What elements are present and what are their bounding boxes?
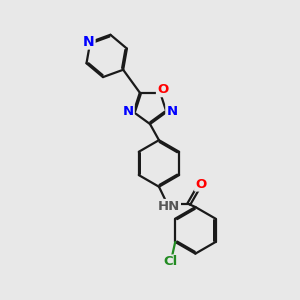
Text: HN: HN <box>158 200 180 213</box>
Text: N: N <box>166 105 177 118</box>
Text: N: N <box>83 34 94 49</box>
Text: O: O <box>157 83 168 96</box>
Text: N: N <box>123 105 134 118</box>
Text: Cl: Cl <box>164 256 178 268</box>
Text: O: O <box>195 178 206 190</box>
